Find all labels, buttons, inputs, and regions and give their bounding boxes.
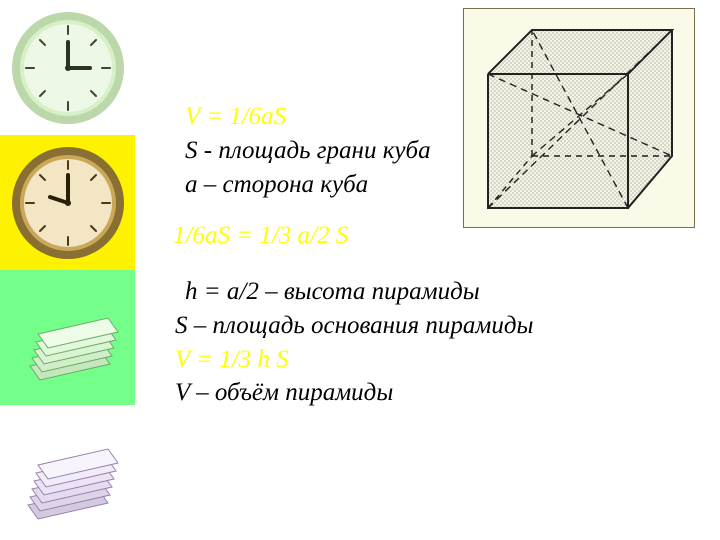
spacer [185, 253, 665, 275]
spacer [185, 201, 665, 219]
paper-stack-icon [8, 278, 128, 398]
paper-stack-icon [8, 413, 128, 533]
sidebar-tile-papers-1 [0, 270, 135, 405]
formula-volume-cube: V = 1/6aS [185, 100, 665, 134]
sidebar-tile-clock-1 [0, 0, 135, 135]
formula-transform: 1/6aS = 1/3 a/2 S [173, 219, 665, 253]
clock-icon [8, 143, 128, 263]
formula-block: V = 1/6aS S - площадь грани куба a – сто… [185, 100, 665, 410]
clock-icon [8, 8, 128, 128]
sidebar-tile-clock-2 [0, 135, 135, 270]
definition-h-height: h = a/2 – высота пирамиды [185, 275, 665, 309]
definition-s-face: S - площадь грани куба [185, 134, 665, 168]
sidebar-tile-papers-2 [0, 405, 135, 540]
formula-volume-pyramid: V = 1/3 h S [175, 343, 665, 377]
definition-a-side: a – сторона куба [185, 168, 665, 202]
definition-v-volume: V – объём пирамиды [175, 376, 665, 410]
definition-s-base: S – площадь основания пирамиды [175, 309, 665, 343]
decorative-sidebar [0, 0, 135, 540]
